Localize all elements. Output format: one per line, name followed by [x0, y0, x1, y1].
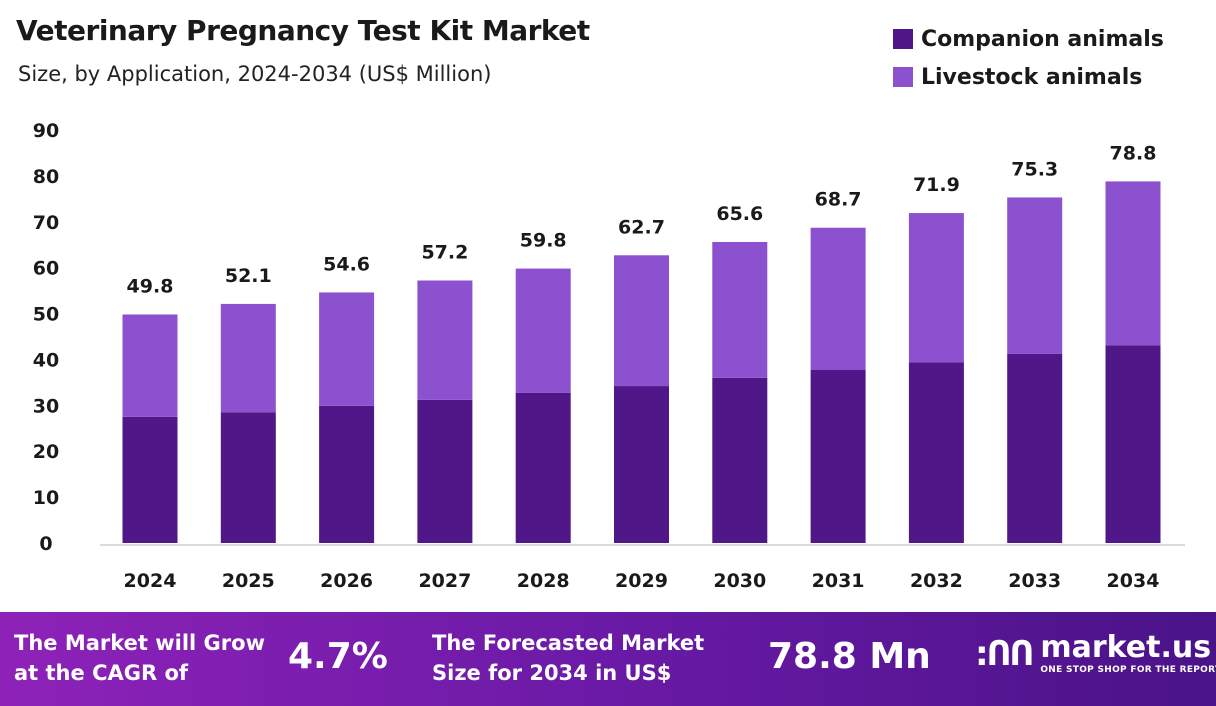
- bar-livestock: [417, 280, 473, 400]
- logo-mark-icon: :ՈՈ: [975, 634, 1034, 674]
- forecast-value: 78.8 Mn: [768, 636, 931, 677]
- legend-swatch-livestock: [893, 67, 913, 87]
- data-label: 65.6: [716, 203, 763, 225]
- legend-item-livestock: Livestock animals: [893, 58, 1164, 96]
- y-tick-label: 70: [33, 212, 59, 234]
- bar-companion: [810, 369, 866, 543]
- bar-livestock: [810, 227, 866, 370]
- bar-chart: 010203040506070809049.8202452.1202554.62…: [33, 120, 1185, 592]
- data-label: 62.7: [618, 216, 665, 238]
- forecast-label: The Forecasted Market Size for 2034 in U…: [432, 628, 704, 688]
- bar-livestock: [1007, 197, 1063, 354]
- data-label: 54.6: [323, 253, 370, 275]
- y-tick-label: 30: [33, 395, 59, 417]
- logo-name: market.us: [1040, 630, 1212, 665]
- bar-companion: [417, 399, 473, 543]
- x-tick-label: 2028: [517, 570, 570, 592]
- x-tick-label: 2032: [910, 570, 963, 592]
- x-tick-label: 2024: [124, 570, 177, 592]
- y-tick-label: 60: [33, 258, 59, 280]
- y-tick-label: 20: [33, 441, 59, 463]
- data-label: 71.9: [913, 174, 960, 196]
- bar-companion: [122, 416, 178, 543]
- data-label: 78.8: [1110, 142, 1157, 164]
- legend-swatch-companion: [893, 29, 913, 49]
- data-label: 59.8: [520, 230, 567, 252]
- x-tick-label: 2034: [1107, 570, 1160, 592]
- bar-livestock: [319, 292, 375, 406]
- data-label: 52.1: [225, 265, 272, 287]
- data-label: 75.3: [1011, 158, 1058, 180]
- y-tick-label: 40: [33, 349, 59, 371]
- y-tick-label: 0: [39, 533, 52, 555]
- bar-companion: [614, 386, 669, 543]
- cagr-label: The Market will Grow at the CAGR of: [14, 628, 265, 688]
- bar-livestock: [712, 241, 768, 378]
- bar-companion: [220, 412, 276, 543]
- bar-companion: [1007, 353, 1063, 543]
- x-tick-label: 2026: [320, 570, 373, 592]
- x-tick-label: 2033: [1008, 570, 1061, 592]
- x-tick-label: 2031: [812, 570, 865, 592]
- bar-companion: [1105, 345, 1161, 543]
- y-tick-label: 50: [33, 304, 59, 326]
- x-tick-label: 2030: [713, 570, 766, 592]
- x-tick-label: 2025: [222, 570, 275, 592]
- bar-companion: [712, 377, 768, 543]
- bar-livestock: [220, 303, 276, 413]
- data-label: 57.2: [421, 242, 468, 264]
- cagr-label-line: at the CAGR of: [14, 661, 189, 685]
- bar-companion: [515, 392, 571, 543]
- chart-subtitle: Size, by Application, 2024-2034 (US$ Mil…: [18, 62, 492, 86]
- data-label: 49.8: [127, 275, 174, 297]
- legend-label: Companion animals: [921, 26, 1164, 52]
- cagr-label-line: The Market will Grow: [14, 631, 265, 655]
- legend-label: Livestock animals: [921, 64, 1143, 90]
- legend-item-companion: Companion animals: [893, 20, 1164, 58]
- x-tick-label: 2029: [615, 570, 668, 592]
- bar-livestock: [908, 213, 964, 363]
- forecast-label-line: The Forecasted Market: [432, 631, 705, 655]
- forecast-label-line: Size for 2034 in US$: [432, 661, 672, 685]
- y-tick-label: 80: [33, 166, 59, 188]
- market-us-logo: :ՈՈ market.us ONE STOP SHOP FOR THE REPO…: [975, 632, 1216, 676]
- logo-tagline: ONE STOP SHOP FOR THE REPORTS: [1040, 665, 1216, 675]
- bar-companion: [908, 362, 964, 543]
- x-tick-label: 2027: [418, 570, 471, 592]
- data-label: 68.7: [815, 189, 862, 211]
- footer-banner: The Market will Grow at the CAGR of 4.7%…: [0, 612, 1216, 706]
- legend: Companion animals Livestock animals: [893, 20, 1164, 96]
- bar-livestock: [122, 314, 178, 417]
- bar-companion: [319, 405, 375, 543]
- bar-livestock: [1105, 181, 1161, 346]
- bar-livestock: [515, 268, 571, 393]
- chart-title: Veterinary Pregnancy Test Kit Market: [16, 14, 590, 47]
- bar-livestock: [614, 255, 669, 387]
- cagr-value: 4.7%: [288, 636, 388, 677]
- y-tick-label: 90: [33, 120, 59, 142]
- y-tick-label: 10: [33, 487, 59, 509]
